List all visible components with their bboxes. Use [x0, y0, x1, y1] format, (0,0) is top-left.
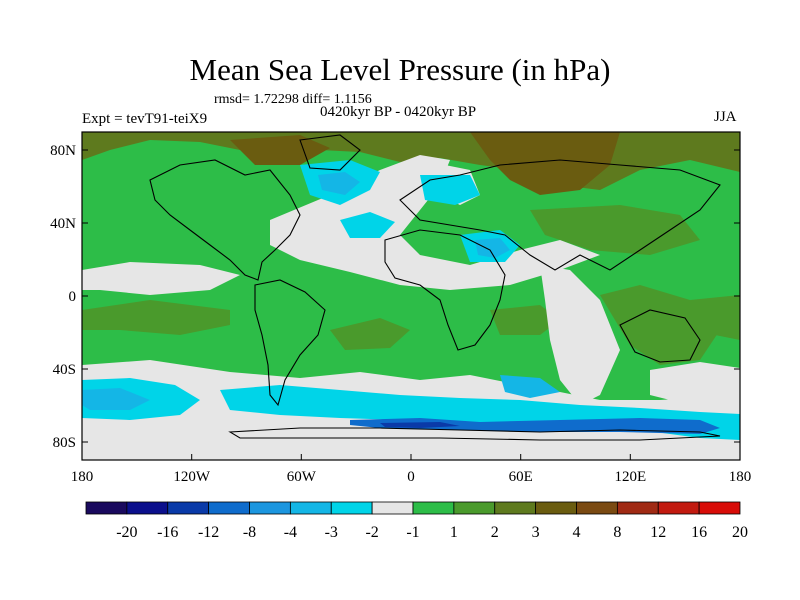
lon-tick-180w: 180: [71, 454, 94, 485]
lon-tick-60w: 60W: [287, 454, 317, 485]
colorbar-label-14: 16: [691, 524, 707, 541]
lon-axis: 180 120W 60W 0 60E 120E 180: [71, 454, 752, 485]
lon-label-180w: 180: [71, 469, 94, 485]
colorbar: -20 -16 -12 -8 -4 -3 -2 -1 1 2 3 4 8 12 16 20: [85, 501, 748, 541]
colorbar-box-9: [453, 501, 496, 515]
colorbar-label-6: -2: [365, 524, 378, 541]
lon-label-0: 0: [407, 469, 415, 485]
east-olive-region: [690, 295, 740, 340]
colorbar-box-7: [371, 501, 414, 515]
pacific-grey-band: [82, 262, 240, 295]
season-label: JJA: [714, 109, 737, 125]
lat-tick-40s: 40S: [53, 362, 740, 378]
lon-tick-120e: 120E: [614, 454, 646, 485]
colorbar-label-11: 4: [573, 524, 581, 541]
lon-label-180e: 180: [729, 469, 752, 485]
lat-tick-80n: 80N: [50, 143, 740, 159]
colorbar-box-4: [249, 501, 291, 515]
north-america-outline: [149, 159, 301, 281]
indian-ocean-grey: [540, 265, 620, 405]
period-label: 0420kyr BP - 0420kyr BP: [320, 104, 477, 120]
colorbar-label-1: -16: [157, 524, 178, 541]
australia-olive-region: [600, 285, 720, 365]
colorbar-box-12: [576, 501, 618, 515]
colorbar-box-8: [412, 501, 455, 515]
lat-label-80n: 80N: [50, 143, 76, 159]
lon-label-120w: 120W: [173, 469, 211, 485]
colorbar-label-4: -4: [284, 524, 297, 541]
colorbar-box-15: [698, 501, 741, 515]
colorbar-box-13: [616, 501, 659, 515]
colorbar-label-7: -1: [406, 524, 419, 541]
antarctic-dark-blue-strip: [380, 422, 460, 428]
lat-label-40n: 40N: [50, 216, 76, 232]
madagascar-olive-region: [490, 305, 560, 335]
lon-tick-0: 0: [407, 454, 415, 485]
south-pacific-grey-east: [650, 362, 740, 405]
lon-label-120e: 120E: [614, 469, 646, 485]
stats-label: rmsd= 1.72298 diff= 1.1156: [214, 92, 372, 107]
colorbar-box-0: [85, 501, 128, 515]
south-atlantic-olive: [330, 318, 410, 350]
antarctica-outline: [228, 427, 721, 441]
colorbar-label-8: 1: [450, 524, 458, 541]
lat-tick-0: 0: [69, 289, 740, 305]
continent-outlines: [149, 134, 721, 441]
sahara-blue: [475, 238, 510, 258]
south-america-outline: [254, 279, 326, 407]
experiment-label: Expt = tevT91-teiX9: [82, 111, 208, 127]
greenland-outline: [299, 134, 361, 171]
colorbar-box-2: [167, 501, 210, 515]
colorbar-box-6: [330, 501, 373, 515]
colorbar-box-11: [535, 501, 577, 515]
north-atlantic-blue: [318, 172, 360, 195]
plot-title: Mean Sea Level Pressure (in hPa): [189, 52, 611, 87]
lat-label-80s: 80S: [53, 435, 76, 451]
colorbar-label-9: 2: [491, 524, 499, 541]
lon-label-60e: 60E: [509, 469, 533, 485]
eurasia-outline: [399, 159, 721, 271]
south-indian-blue: [500, 375, 560, 398]
colorbar-label-0: -20: [116, 524, 137, 541]
colorbar-box-1: [126, 501, 169, 515]
colorbar-box-14: [657, 501, 700, 515]
colorbar-label-12: 8: [613, 524, 621, 541]
mid-atlantic-cyan: [340, 212, 395, 238]
colorbar-box-3: [208, 501, 250, 515]
africa-outline: [384, 229, 506, 351]
lon-label-60w: 60W: [287, 469, 317, 485]
lat-label-40s: 40S: [53, 362, 76, 378]
colorbar-box-5: [289, 501, 332, 515]
lon-tick-180e: 180: [729, 454, 752, 485]
lat-axis: 80N 40N 0 40S 80S: [50, 143, 740, 451]
siberia-brown-region: [470, 132, 620, 195]
colorbar-label-15: 20: [732, 524, 748, 541]
lat-label-0: 0: [69, 289, 77, 305]
colorbar-label-10: 3: [532, 524, 540, 541]
colorbar-box-10: [494, 501, 537, 515]
pacific-olive-band: [82, 300, 230, 335]
south-pacific-blue-west: [82, 388, 150, 410]
greenland-brown-region: [230, 135, 330, 165]
lat-tick-40n: 40N: [50, 216, 740, 232]
lon-tick-60e: 60E: [509, 454, 533, 485]
asia-olive-region: [530, 205, 700, 255]
lon-tick-120w: 120W: [173, 454, 211, 485]
colorbar-label-3: -8: [243, 524, 256, 541]
europe-cyan: [420, 175, 480, 205]
pressure-field: [82, 132, 740, 460]
australia-outline: [619, 309, 701, 363]
colorbar-label-13: 12: [650, 524, 666, 541]
colorbar-label-2: -12: [198, 524, 219, 541]
colorbar-label-5: -3: [325, 524, 338, 541]
lat-tick-80s: 80S: [53, 435, 740, 451]
